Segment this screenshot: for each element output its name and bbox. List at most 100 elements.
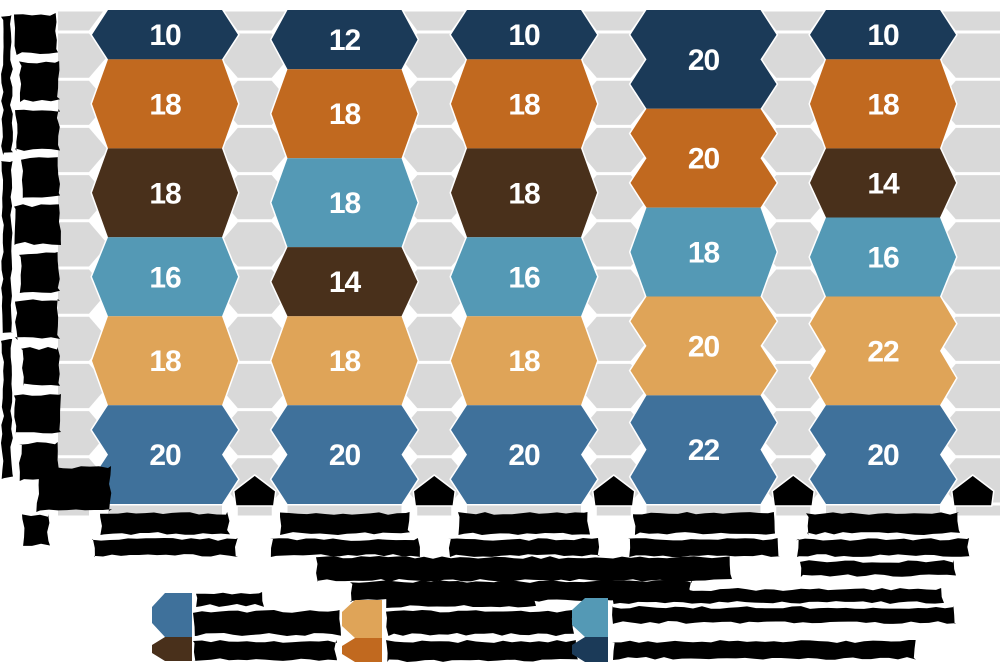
gutter-track-hexagon — [218, 316, 291, 361]
segment-col5-navy — [810, 10, 956, 60]
gutter-track-hexagon — [941, 11, 1000, 31]
segment-col4-tan — [630, 296, 777, 396]
gutter-track-hexagon — [398, 411, 471, 456]
gutter-track-base — [237, 505, 272, 516]
legend-g1-label1-redacted — [193, 610, 341, 636]
segment-col1-orange — [92, 59, 238, 149]
y-axis-tick-label-redacted — [14, 394, 61, 435]
column-track-base — [467, 505, 581, 516]
segment-col2-orange — [271, 69, 418, 159]
gutter-track-hexagon — [398, 363, 471, 409]
gutter-track-hexagon — [757, 269, 830, 314]
y-axis-tick-label-redacted — [19, 252, 60, 293]
gutter-track-hexagon — [577, 33, 650, 78]
y-axis-origin-label-redacted — [22, 514, 50, 546]
legend-g2-label1-redacted — [386, 610, 574, 636]
gutter-track-hexagon — [577, 80, 650, 125]
segment-value-label: 18 — [508, 177, 540, 210]
gutter-track-hexagon — [58, 127, 108, 173]
legend-g3-label1-redacted — [612, 606, 956, 624]
segment-col2-brown — [271, 247, 418, 317]
segment-col4-orange — [630, 108, 777, 208]
baseline-diamond-marker — [232, 474, 277, 507]
gutter-track-hexagon — [218, 363, 291, 409]
segment-col1-brown — [92, 148, 238, 238]
segment-col1-navy — [92, 10, 238, 60]
x-label-col4-line1-redacted — [633, 512, 775, 535]
gutter-track-hexagon — [218, 411, 291, 456]
segment-col1-lightblue — [92, 237, 238, 317]
x-label-col3-line2-redacted — [448, 538, 600, 557]
segment-value-label: 14 — [867, 167, 900, 200]
segment-value-label: 12 — [329, 24, 361, 57]
y-axis-tick-label-redacted — [21, 347, 60, 386]
segment-value-label: 20 — [688, 330, 720, 363]
segment-col5-brown — [810, 148, 956, 218]
segment-col3-orange — [451, 59, 597, 149]
gutter-track-hexagon — [223, 11, 286, 31]
x-label-col5-line2-redacted — [796, 538, 970, 557]
legend-g3-label2-redacted — [612, 640, 916, 660]
x-label-col1-line1-redacted — [100, 512, 230, 535]
baseline-diamond-marker — [412, 474, 457, 507]
legend-swatch-blue — [152, 593, 192, 637]
gutter-track-hexagon — [577, 127, 650, 173]
gutter-track-hexagon — [936, 33, 1000, 78]
segment-col4-lightblue — [630, 207, 777, 297]
gutter-track-hexagon — [936, 269, 1000, 314]
y-axis-title-redacted — [1, 15, 13, 155]
gutter-track-hexagon — [218, 127, 291, 173]
legend-g1-label2-redacted — [193, 640, 337, 661]
gutter-track-base — [776, 505, 811, 516]
segment-col3-tan — [451, 316, 597, 406]
caption-line1-redacted — [316, 556, 732, 582]
segment-value-label: 18 — [149, 345, 181, 378]
gutter-track-hexagon — [757, 33, 830, 78]
gutter-track-hexagon — [218, 222, 291, 267]
segment-col3-navy — [451, 10, 597, 60]
legend-g2-label2-redacted — [386, 640, 578, 662]
gutter-track-hexagon — [762, 11, 825, 31]
gutter-track-hexagon — [58, 33, 108, 78]
segment-col3-blue — [451, 405, 597, 504]
segment-value-label: 20 — [329, 439, 361, 472]
segment-value-label: 10 — [867, 19, 899, 52]
gutter-track-hexagon — [936, 127, 1000, 173]
segment-col3-brown — [451, 148, 597, 238]
x-label-col5-line3-redacted — [800, 560, 956, 577]
segment-value-label: 20 — [688, 44, 720, 77]
segment-col3-lightblue — [451, 237, 597, 317]
gutter-track-hexagon — [757, 127, 830, 173]
y-axis-tick-label-redacted — [15, 299, 60, 340]
gutter-track-hexagon — [582, 11, 645, 31]
segment-value-label: 22 — [867, 335, 899, 368]
segment-col5-tan — [810, 296, 956, 406]
x-label-col5-line1-redacted — [806, 512, 960, 535]
baseline-diamond-marker — [771, 474, 816, 507]
gutter-track-base — [417, 505, 452, 516]
segment-value-label: 16 — [508, 261, 540, 294]
gutter-track-hexagon — [757, 80, 830, 125]
segment-value-label: 18 — [508, 88, 540, 121]
column-track-base — [646, 505, 761, 516]
y-axis-tick-label-redacted — [14, 13, 58, 55]
segment-col5-lightblue — [810, 217, 956, 297]
y-axis-tick-label-redacted — [21, 157, 60, 198]
column-track-base — [826, 505, 940, 516]
segment-value-label: 18 — [329, 98, 361, 131]
column-track-base — [287, 505, 402, 516]
segment-value-label: 16 — [149, 261, 181, 294]
legend-swatch-tan — [342, 600, 382, 638]
segment-value-label: 20 — [508, 439, 540, 472]
x-label-col4-line2-redacted — [628, 538, 780, 557]
segment-value-label: 14 — [329, 266, 362, 299]
gutter-track-base — [596, 505, 631, 516]
segment-col2-lightblue — [271, 158, 418, 248]
legend-swatch-lightblue — [572, 598, 608, 637]
segment-value-label: 20 — [688, 143, 720, 176]
gutter-track-hexagon — [58, 222, 108, 267]
legend-swatch-brown — [152, 637, 192, 661]
gutter-track-hexagon — [398, 316, 471, 361]
segment-col2-tan — [271, 316, 418, 406]
